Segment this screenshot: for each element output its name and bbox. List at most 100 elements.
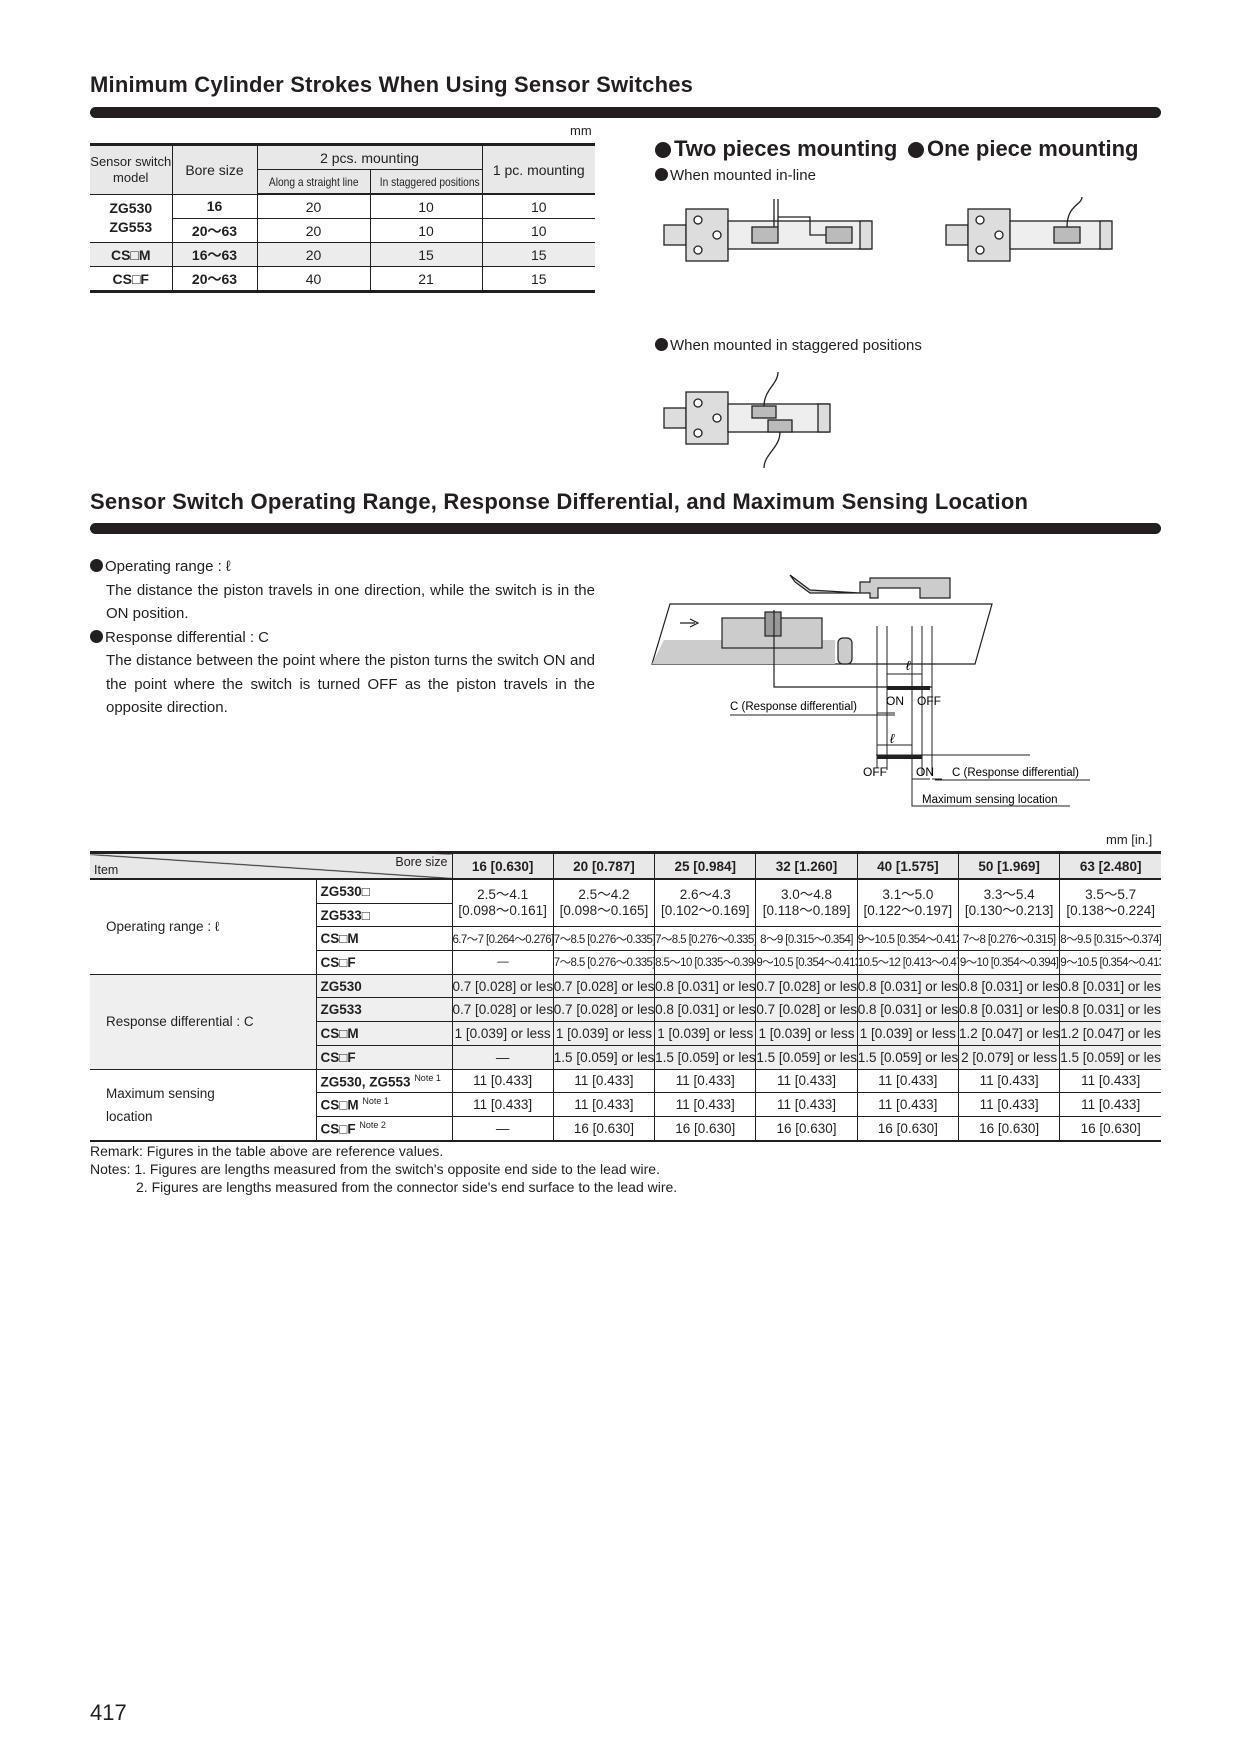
model-cell: CS□M Note 1 [316,1092,453,1117]
remark-text: Remark: Figures in the table above are r… [90,1143,444,1159]
model-name: CS□M [320,931,359,947]
value-cell: 11 [0.433] [1059,1068,1162,1094]
two-pieces-label: Two pieces mounting [674,136,898,161]
value-cell: 11 [0.433] [552,1068,656,1094]
bore-cell: 20～63 [171,266,258,292]
section-title-operating-range: Sensor Switch Operating Range, Response … [90,489,1029,514]
table-row: ZG533□ [90,902,1161,928]
model-cell: CS□M [316,1021,453,1046]
two-pieces-heading: Two pieces mounting [655,136,897,162]
value-cell: 1.5 [0.059] or less [552,1044,656,1070]
max-sensing-label: Maximum sensing location [922,794,1058,806]
value-cell: 7～8.5 [0.276～0.335] [552,926,656,952]
table-row: CS□M 1 [0.039] or less 1 [0.039] or less 1 … [90,1021,1162,1046]
value-cell: 16 [0.630] [856,1115,959,1142]
model-cell: CS□M [316,926,453,952]
bore-header: Bore size [395,855,448,869]
staggered-cell: 21 [369,266,483,292]
model-cell: CS□M [90,242,173,267]
value-cell: 1.2 [0.047] or less [957,1021,1061,1046]
model-name: CS□F [320,1049,356,1065]
value-cell: 0.8 [0.031] or less [957,973,1061,999]
model-name: CS□M [320,1025,359,1041]
definitions: Operating range : ℓ The distance the pis… [90,555,595,720]
cylinder-staggered-switches-illustration [663,371,831,469]
value-cell: 0.7 [0.028] or less [755,973,858,999]
header-one-pc: 1 pc. mounting [481,144,595,195]
value-cell: 8～9.5 [0.315～0.374] [1059,926,1162,952]
off-label-bottom: OFF [863,765,887,779]
inline-caption: When mounted in-line [655,167,816,184]
model-name: CS□M [320,1097,359,1113]
value-cell: 1 [0.039] or less [856,1021,959,1046]
value-cell: 3.0～4.8 [0.118～0.189] [755,878,858,928]
value-cell: 11 [0.433] [755,1092,858,1117]
value-cell: 16 [0.630] [552,1115,656,1142]
bore-cell: 16 [171,193,258,219]
header-two-pcs: 2 pcs. mounting [256,144,483,170]
model-cell: CS□F Note 2 [316,1115,453,1142]
header-straight: Along a straight line [268,174,359,189]
bore-column-header: 16 [0.630] [451,852,554,880]
note-ref: Note 1 [414,1072,441,1083]
staggered-caption-text: When mounted in staggered positions [670,337,922,354]
model-cell: ZG533□ [316,902,452,928]
model-cell: CS□F [90,266,173,292]
value-cell: 0.8 [0.031] or less [856,997,959,1023]
table-row: CS□M 16～63 20 15 15 [90,242,595,267]
title-rule [90,523,1161,534]
value-cell: 7～8 [0.276～0.315] [957,926,1061,952]
value-cell: 11 [0.433] [451,1092,554,1117]
unit-label: mm [570,123,592,138]
value-cell: 1 [0.039] or less [755,1021,858,1046]
value-cell: 0.8 [0.031] or less [957,997,1061,1023]
inline-caption-text: When mounted in-line [670,167,816,184]
value-cell: 11 [0.433] [654,1068,757,1094]
value-cell: 0.7 [0.028] or less [552,973,656,999]
table-row: Maximum sensing location ZG530, ZG553 Not… [90,1068,1162,1142]
unit-label: mm [in.] [1106,832,1153,847]
value-cell: 9～10.5 [0.354～0.413] [755,950,858,975]
table-row: CS□F Note 2—16 [0.630] 16 [0.630] 16 [0.63… [90,1115,1162,1142]
straight-cell: 20 [256,242,371,267]
one-piece-heading: One piece mounting [908,136,1138,162]
value-cell: 0.8 [0.031] or less [1059,973,1162,999]
model-cell: ZG530 [315,973,453,999]
model-name: ZG530 [320,978,362,994]
definition-operating-range: The distance the piston travels in one d… [106,581,595,623]
bullet-icon [655,142,671,158]
value-cell: 11 [0.433] [755,1068,858,1094]
page-number: 417 [90,1700,127,1725]
value-cell: 3.1～5.0 [0.122～0.197] [856,878,959,928]
model-cell: ZG530□ [315,878,453,904]
note-ref: Note 1 [362,1096,389,1107]
value-cell: 11 [0.433] [957,1092,1061,1117]
item-label: Response differential : C [90,973,317,1070]
bullet-icon [90,559,103,572]
table-row: Response differential : C ZG530 0.7 [0.028… [90,973,1162,1070]
term-operating-range: Operating range : ℓ [105,558,231,575]
header-staggered: In staggered positions [379,174,480,189]
note-1: Notes: 1. Figures are lengths measured f… [90,1161,660,1177]
model-cell: ZG530 ZG553 [90,193,173,243]
bore-column-header: 20 [0.787] [552,852,656,880]
on-label-bottom: ON [916,765,934,779]
definition-term: Response differential : C [90,626,595,650]
value-cell: 0.7 [0.028] or less [451,973,554,999]
value-cell: 11 [0.433] [552,1092,656,1117]
value-cell: 11 [0.433] [1059,1092,1162,1117]
value-cell: 16 [0.630] [755,1115,858,1142]
value-cell: 10.5～12 [0.413～0.472] [856,950,959,975]
on-label-top: ON [886,694,904,708]
value-cell: — [451,1115,554,1142]
off-label-top: OFF [917,694,941,708]
model-cell: ZG530, ZG553 Note 1 [315,1068,453,1094]
model-name: ZG533 [320,1002,362,1018]
model-name: ZG530□ [320,883,370,899]
remarks: Remark: Figures in the table above are r… [90,1142,677,1196]
bore-column-header: 50 [1.969] [957,852,1061,880]
staggered-caption: When mounted in staggered positions [655,337,922,354]
value-cell: 16 [0.630] [957,1115,1061,1142]
operating-range-diagram: ℓ ON OFF C (Response differential) ℓ OFF… [651,574,1090,807]
